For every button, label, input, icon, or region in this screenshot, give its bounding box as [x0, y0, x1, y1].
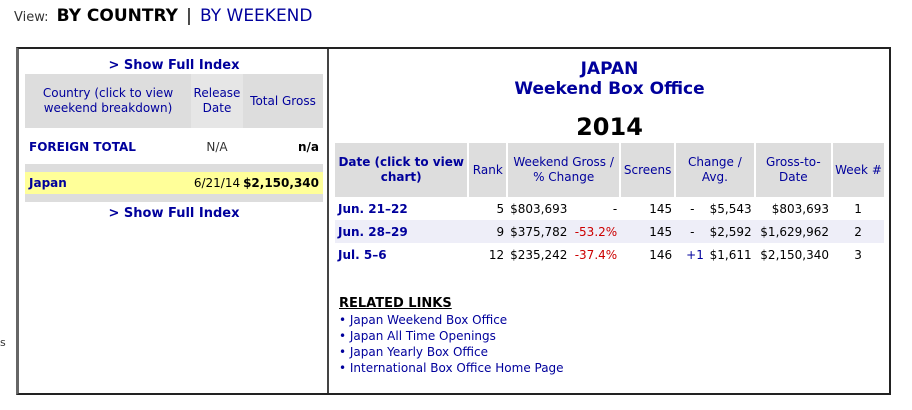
table-row: Jun. 28–29 9 $375,782 -53.2% 145 - $2,592 … — [335, 220, 884, 243]
foreign-total-gross: n/a — [297, 140, 319, 154]
per-screen-average: $5,543 — [709, 201, 752, 216]
country-name[interactable]: Japan — [29, 176, 67, 190]
weekend-panel: JAPAN Weekend Box Office 2014 Date (clic… — [335, 59, 884, 376]
gross-to-date-cell: $2,150,340 — [760, 247, 830, 262]
header-release-date: Release Date — [191, 74, 243, 128]
gross-cell: $235,242 -37.4% — [507, 243, 620, 266]
country-row-japan[interactable]: Japan 6/21/14 $2,150,340 — [25, 172, 323, 194]
rank-cell: 5 — [496, 201, 505, 216]
link-weekend-box-office[interactable]: • Japan Weekend Box Office — [339, 313, 508, 327]
rank-cell: 12 — [488, 247, 505, 262]
per-screen-average: $1,611 — [709, 247, 752, 262]
week-number-cell: 1 — [854, 201, 862, 216]
view-selector: View: BY COUNTRY | BY WEEKEND — [14, 6, 313, 26]
screen-change: - — [690, 201, 695, 216]
foreign-total-label: FOREIGN TOTAL — [29, 140, 136, 154]
show-full-index-link-top[interactable]: > Show Full Index — [108, 58, 240, 73]
related-links: RELATED LINKS • Japan Weekend Box Office… — [335, 296, 884, 376]
per-screen-average: $2,592 — [709, 224, 752, 239]
weekend-date-link[interactable]: Jun. 21–22 — [338, 201, 408, 216]
view-by-weekend-link[interactable]: BY WEEKEND — [199, 6, 313, 26]
weekend-table-header: Date (click to view chart) Rank Weekend … — [335, 143, 884, 197]
percent-change: -37.4% — [574, 247, 618, 262]
screen-change: - — [690, 224, 695, 239]
weekend-date-link[interactable]: Jul. 5–6 — [338, 247, 387, 262]
header-country: Country (click to view weekend breakdown… — [42, 86, 174, 115]
weekend-table: Date (click to view chart) Rank Weekend … — [335, 143, 884, 266]
show-full-index-link-bottom[interactable]: > Show Full Index — [108, 206, 240, 221]
header-rank: Rank — [468, 143, 509, 197]
panel-divider — [327, 49, 329, 393]
country-title: JAPAN — [580, 59, 639, 79]
weekend-gross: $803,693 — [510, 201, 568, 216]
header-change-avg: Change / Avg. — [675, 143, 756, 197]
content-frame: > Show Full Index Country (click to view… — [16, 47, 891, 395]
gross-to-date-cell: $803,693 — [771, 201, 830, 216]
percent-change: - — [612, 201, 618, 216]
header-total-gross: Total Gross — [250, 93, 316, 108]
country-total-gross: $2,150,340 — [243, 176, 319, 190]
screens-cell: 145 — [620, 220, 676, 243]
foreign-total-row: FOREIGN TOTAL N/A n/a — [25, 134, 323, 160]
change-avg-cell: +1 $1,611 — [675, 243, 754, 266]
panel-subtitle: Weekend Box Office — [514, 79, 705, 99]
clipped-edge-text: s — [0, 336, 6, 349]
gross-cell: $375,782 -53.2% — [507, 220, 621, 243]
view-label: View: — [14, 10, 49, 25]
rank-cell: 9 — [468, 220, 508, 243]
screens-cell: 145 — [649, 201, 673, 216]
country-release-date: 6/21/14 — [193, 176, 241, 190]
header-week-number: Week # — [832, 143, 884, 197]
separator-bar — [25, 194, 323, 202]
year-heading: 2014 — [576, 113, 643, 141]
screen-change: +1 — [686, 247, 704, 262]
header-gross-to-date: Gross-to-Date — [754, 143, 834, 197]
separator-bar — [25, 164, 323, 172]
week-number-cell: 2 — [832, 220, 884, 243]
gross-cell: $803,693 - — [507, 197, 620, 220]
link-yearly-box-office[interactable]: • Japan Yearly Box Office — [339, 345, 488, 359]
view-separator: | — [186, 6, 192, 26]
table-row: Jun. 21–22 5 $803,693- 145 - $5,543 $803,… — [335, 197, 884, 220]
percent-change: -53.2% — [574, 224, 618, 239]
header-screens: Screens — [620, 143, 677, 197]
view-by-country: BY COUNTRY — [56, 6, 178, 26]
related-links-heading: RELATED LINKS — [339, 296, 452, 311]
week-number-cell: 3 — [854, 247, 862, 262]
screens-cell: 146 — [649, 247, 673, 262]
header-weekend-gross: Weekend Gross / % Change — [507, 143, 622, 197]
gross-to-date-cell: $1,629,962 — [754, 220, 833, 243]
change-avg-cell: - $5,543 — [675, 197, 754, 220]
link-international-home[interactable]: • International Box Office Home Page — [339, 361, 564, 375]
change-avg-cell: - $2,592 — [675, 220, 755, 243]
link-all-time-openings[interactable]: • Japan All Time Openings — [339, 329, 496, 343]
release-index-panel: > Show Full Index Country (click to view… — [25, 57, 323, 222]
weekend-date-link[interactable]: Jun. 28–29 — [335, 220, 469, 243]
header-date: Date (click to view chart) — [335, 143, 470, 197]
table-row: Jul. 5–6 12 $235,242 -37.4% 146 +1 $1,611 … — [335, 243, 884, 266]
weekend-gross: $235,242 — [510, 247, 568, 262]
weekend-gross: $375,782 — [510, 224, 568, 239]
release-table-header: Country (click to view weekend breakdown… — [25, 74, 323, 128]
foreign-total-release: N/A — [206, 140, 228, 154]
